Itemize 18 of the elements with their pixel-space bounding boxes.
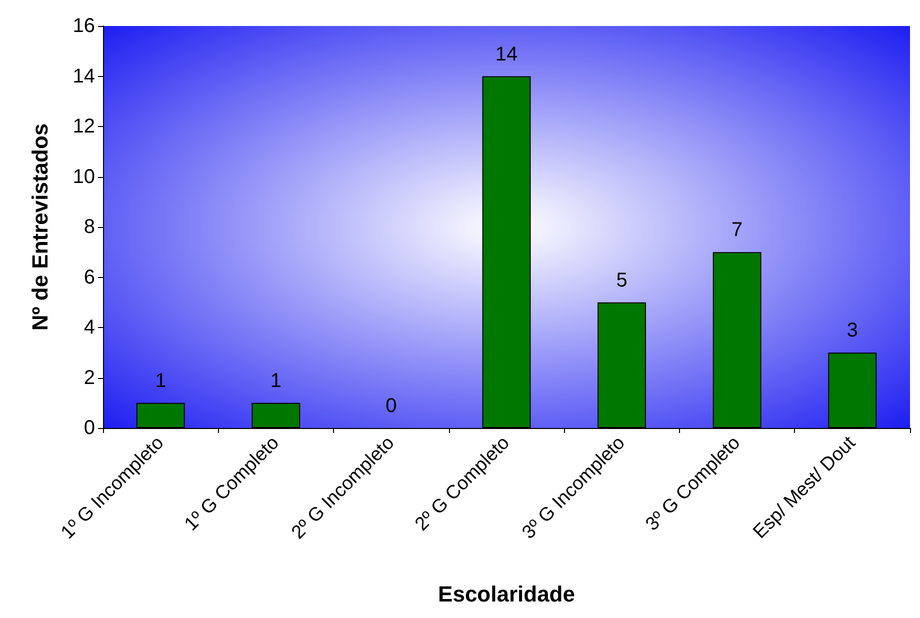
data-label: 14 — [495, 43, 518, 66]
y-tick-label: 4 — [84, 316, 95, 338]
y-tick-label: 6 — [84, 266, 95, 288]
y-tick-label: 0 — [84, 417, 95, 439]
y-axis-title: Nº de Entrevistados — [28, 123, 52, 331]
data-label: 1 — [155, 370, 166, 392]
data-label: 3 — [846, 320, 858, 342]
data-label: 0 — [386, 395, 397, 417]
y-tick-label: 8 — [84, 216, 95, 238]
data-label: 1 — [270, 370, 282, 392]
x-axis-title: Escolaridade — [438, 582, 575, 606]
y-tick-label: 14 — [72, 65, 95, 88]
data-label: 5 — [616, 269, 628, 292]
y-tick-label: 10 — [72, 166, 95, 188]
y-tick-label: 16 — [72, 15, 95, 37]
y-tick-label: 12 — [72, 116, 95, 138]
y-tick-label: 2 — [84, 366, 95, 389]
data-label: 7 — [732, 219, 743, 242]
